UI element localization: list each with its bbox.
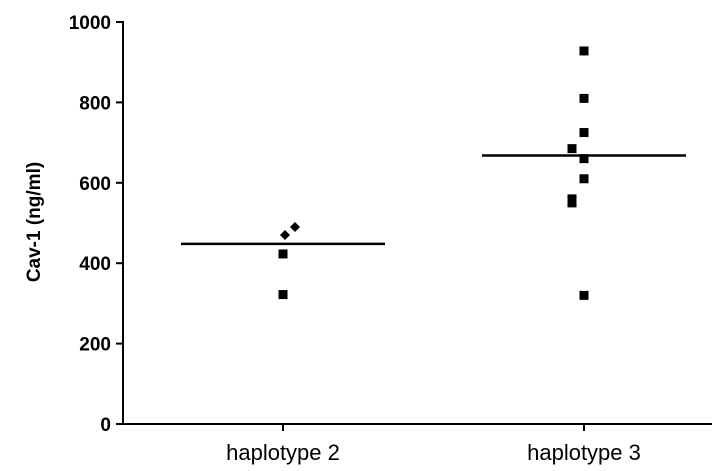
data-point <box>579 290 589 300</box>
data-point <box>278 249 288 259</box>
data-point <box>290 222 300 233</box>
data-point <box>278 290 288 300</box>
data-point <box>579 46 589 56</box>
data-point <box>579 128 589 138</box>
data-marks <box>181 46 686 300</box>
y-tick-label: 0 <box>100 415 111 436</box>
data-point <box>579 93 589 103</box>
y-tick-label: 600 <box>79 174 111 195</box>
y-tick-label: 1000 <box>69 13 111 34</box>
data-point <box>280 230 290 241</box>
y-tick-label: 800 <box>79 93 111 114</box>
x-tick-label: haplotype 3 <box>527 440 641 465</box>
x-axis: haplotype 2 haplotype 3 <box>123 423 712 465</box>
data-point <box>579 154 589 164</box>
y-tick-label: 200 <box>79 335 111 356</box>
data-point <box>579 174 589 184</box>
x-tick-label: haplotype 2 <box>226 440 340 465</box>
data-point <box>567 144 577 154</box>
y-axis: 0 200 400 600 800 1000 <box>69 13 124 436</box>
data-point <box>567 194 577 204</box>
y-tick-label: 400 <box>79 254 111 275</box>
y-axis-label: Cav-1 (ng/ml) <box>24 162 45 282</box>
